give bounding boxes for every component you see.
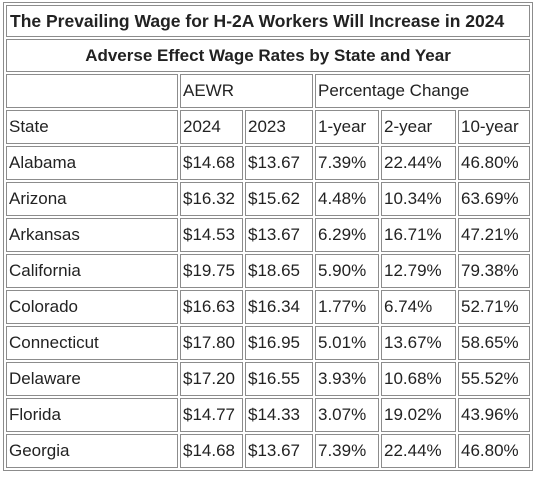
cell-10-year: 46.80% <box>458 146 531 180</box>
title-row: The Prevailing Wage for H-2A Workers Wil… <box>6 5 531 37</box>
cell-aewr-2024: $16.63 <box>180 290 243 324</box>
table-row: Georgia $14.68 $13.67 7.39% 22.44% 46.80% <box>6 434 531 468</box>
cell-10-year: 55.52% <box>458 362 531 396</box>
cell-state: Alabama <box>6 146 178 180</box>
cell-2-year: 10.68% <box>381 362 456 396</box>
col-header-2024: 2024 <box>180 110 243 144</box>
cell-2-year: 12.79% <box>381 254 456 288</box>
col-header-1-year: 1-year <box>315 110 379 144</box>
cell-aewr-2024: $14.53 <box>180 218 243 252</box>
cell-state: Arkansas <box>6 218 178 252</box>
cell-1-year: 1.77% <box>315 290 379 324</box>
subtitle-row: Adverse Effect Wage Rates by State and Y… <box>6 39 531 72</box>
cell-aewr-2023: $16.95 <box>245 326 313 360</box>
column-header-row: State 2024 2023 1-year 2-year 10-year <box>6 110 531 144</box>
cell-aewr-2023: $13.67 <box>245 218 313 252</box>
table-subtitle: Adverse Effect Wage Rates by State and Y… <box>6 39 531 72</box>
cell-aewr-2023: $16.55 <box>245 362 313 396</box>
cell-10-year: 58.65% <box>458 326 531 360</box>
table-row: California $19.75 $18.65 5.90% 12.79% 79.38% <box>6 254 531 288</box>
cell-state: Florida <box>6 398 178 432</box>
cell-10-year: 63.69% <box>458 182 531 216</box>
cell-2-year: 10.34% <box>381 182 456 216</box>
cell-state: Connecticut <box>6 326 178 360</box>
cell-aewr-2023: $13.67 <box>245 146 313 180</box>
table-row: Connecticut $17.80 $16.95 5.01% 13.67% 58.65% <box>6 326 531 360</box>
group-header-percentage-change: Percentage Change <box>315 74 531 108</box>
cell-2-year: 19.02% <box>381 398 456 432</box>
cell-1-year: 7.39% <box>315 146 379 180</box>
table-row: Florida $14.77 $14.33 3.07% 19.02% 43.96% <box>6 398 531 432</box>
col-header-10-year: 10-year <box>458 110 531 144</box>
cell-aewr-2024: $14.68 <box>180 146 243 180</box>
cell-2-year: 13.67% <box>381 326 456 360</box>
cell-state: Georgia <box>6 434 178 468</box>
col-header-2023: 2023 <box>245 110 313 144</box>
cell-aewr-2023: $13.67 <box>245 434 313 468</box>
cell-aewr-2023: $15.62 <box>245 182 313 216</box>
col-header-2-year: 2-year <box>381 110 456 144</box>
table-title: The Prevailing Wage for H-2A Workers Wil… <box>6 5 531 37</box>
cell-state: Delaware <box>6 362 178 396</box>
cell-aewr-2024: $16.32 <box>180 182 243 216</box>
cell-10-year: 52.71% <box>458 290 531 324</box>
cell-2-year: 16.71% <box>381 218 456 252</box>
cell-1-year: 3.07% <box>315 398 379 432</box>
cell-1-year: 5.01% <box>315 326 379 360</box>
table-row: Alabama $14.68 $13.67 7.39% 22.44% 46.80% <box>6 146 531 180</box>
group-header-row: AEWR Percentage Change <box>6 74 531 108</box>
cell-aewr-2024: $19.75 <box>180 254 243 288</box>
cell-10-year: 46.80% <box>458 434 531 468</box>
cell-aewr-2024: $17.80 <box>180 326 243 360</box>
wage-table: The Prevailing Wage for H-2A Workers Wil… <box>3 2 534 471</box>
col-header-state: State <box>6 110 178 144</box>
cell-aewr-2023: $14.33 <box>245 398 313 432</box>
cell-1-year: 7.39% <box>315 434 379 468</box>
cell-state: California <box>6 254 178 288</box>
table-row: Colorado $16.63 $16.34 1.77% 6.74% 52.71% <box>6 290 531 324</box>
cell-aewr-2023: $16.34 <box>245 290 313 324</box>
group-header-aewr: AEWR <box>180 74 313 108</box>
cell-10-year: 43.96% <box>458 398 531 432</box>
cell-2-year: 22.44% <box>381 434 456 468</box>
cell-1-year: 3.93% <box>315 362 379 396</box>
group-header-empty <box>6 74 178 108</box>
table-row: Delaware $17.20 $16.55 3.93% 10.68% 55.52% <box>6 362 531 396</box>
table-row: Arizona $16.32 $15.62 4.48% 10.34% 63.69% <box>6 182 531 216</box>
cell-2-year: 22.44% <box>381 146 456 180</box>
cell-aewr-2024: $14.77 <box>180 398 243 432</box>
cell-1-year: 6.29% <box>315 218 379 252</box>
cell-aewr-2023: $18.65 <box>245 254 313 288</box>
cell-10-year: 79.38% <box>458 254 531 288</box>
cell-state: Colorado <box>6 290 178 324</box>
cell-10-year: 47.21% <box>458 218 531 252</box>
cell-1-year: 4.48% <box>315 182 379 216</box>
table-row: Arkansas $14.53 $13.67 6.29% 16.71% 47.21% <box>6 218 531 252</box>
cell-state: Arizona <box>6 182 178 216</box>
cell-aewr-2024: $14.68 <box>180 434 243 468</box>
cell-1-year: 5.90% <box>315 254 379 288</box>
cell-aewr-2024: $17.20 <box>180 362 243 396</box>
cell-2-year: 6.74% <box>381 290 456 324</box>
